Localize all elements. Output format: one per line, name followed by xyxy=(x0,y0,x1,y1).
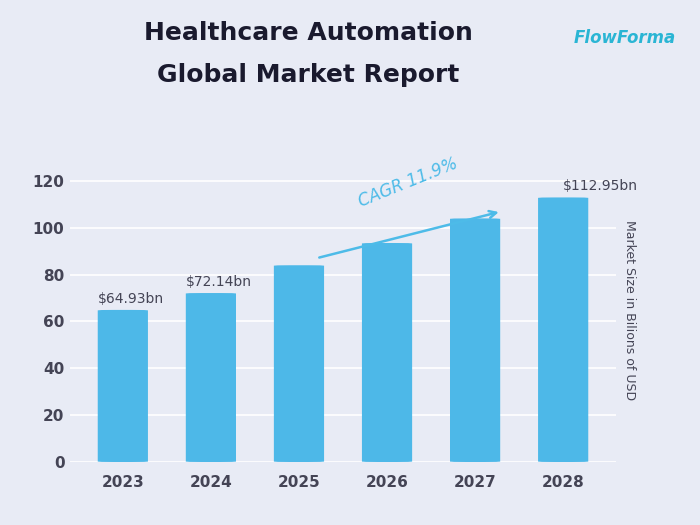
Text: CAGR 11.9%: CAGR 11.9% xyxy=(356,154,461,211)
Text: $112.95bn: $112.95bn xyxy=(564,179,638,193)
FancyBboxPatch shape xyxy=(538,197,588,462)
Bar xyxy=(449,218,500,462)
FancyBboxPatch shape xyxy=(186,293,236,462)
Text: FlowForma: FlowForma xyxy=(574,29,676,47)
Text: $64.93bn: $64.93bn xyxy=(98,292,164,306)
Bar xyxy=(97,310,148,462)
FancyBboxPatch shape xyxy=(274,265,324,462)
Text: Market Size in Bilions of USD: Market Size in Bilions of USD xyxy=(624,219,636,400)
Bar xyxy=(274,265,325,462)
Bar xyxy=(186,293,237,462)
FancyBboxPatch shape xyxy=(98,310,148,462)
Text: Global Market Report: Global Market Report xyxy=(157,63,459,87)
Bar xyxy=(361,243,412,462)
FancyBboxPatch shape xyxy=(362,243,412,462)
FancyBboxPatch shape xyxy=(450,218,500,462)
Text: $72.14bn: $72.14bn xyxy=(186,275,252,289)
Text: Healthcare Automation: Healthcare Automation xyxy=(144,21,473,45)
Bar xyxy=(538,197,589,462)
